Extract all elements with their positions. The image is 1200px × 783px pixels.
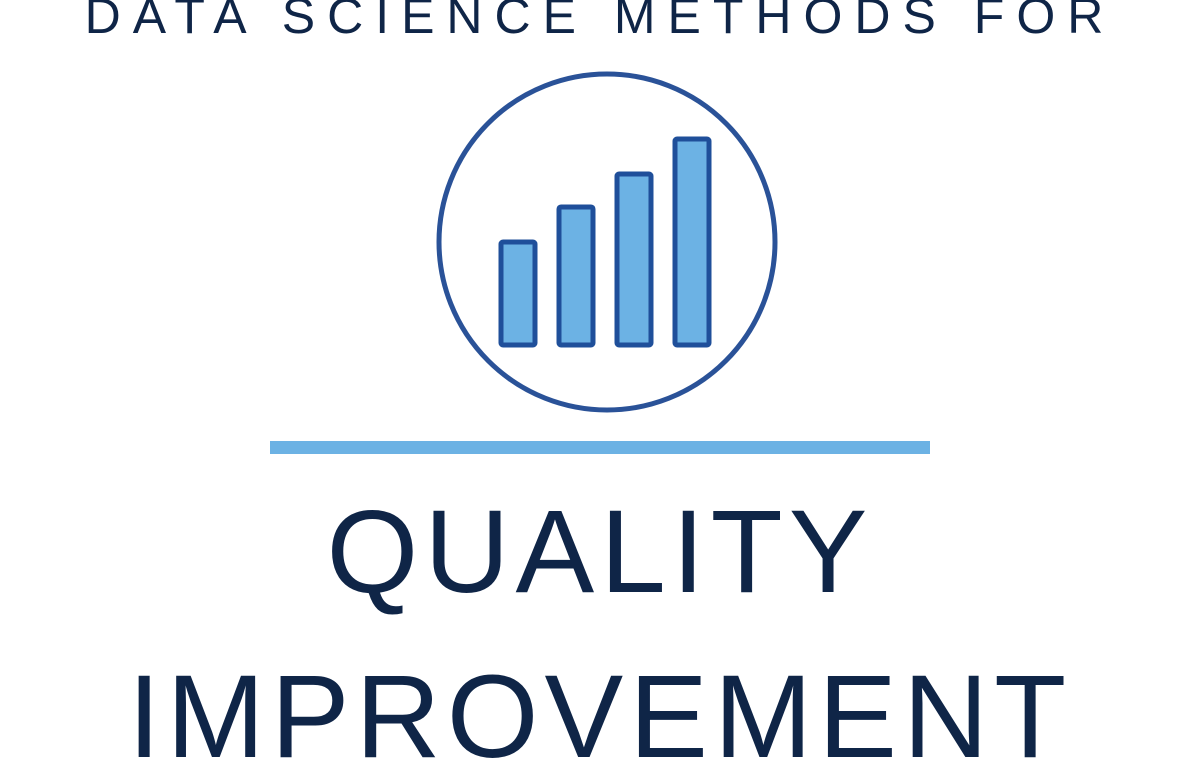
logo-bar-3 [614, 171, 654, 348]
logo-bar-1 [498, 239, 538, 348]
cover-kicker: DATA SCIENCE METHODS FOR [84, 0, 1116, 44]
logo-bar-2 [556, 204, 596, 348]
logo-bar-4 [672, 136, 712, 348]
cover-divider [270, 441, 930, 454]
logo-bars [498, 136, 712, 348]
cover-title-line-2: IMPROVEMENT [127, 651, 1073, 783]
logo-ring [436, 71, 778, 413]
bar-chart-circle-icon [436, 71, 778, 413]
cover-title-line-1: QUALITY [326, 486, 874, 618]
